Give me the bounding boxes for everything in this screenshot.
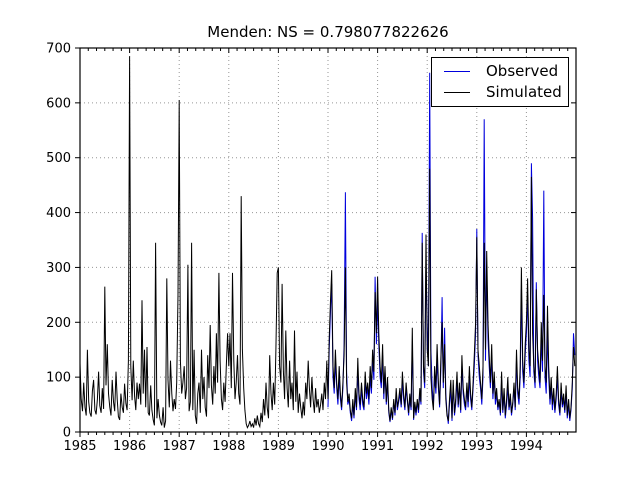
x-tick-label: 1987 (163, 439, 196, 454)
x-tick-label: 1991 (361, 439, 394, 454)
x-tick-label: 1993 (460, 439, 493, 454)
x-tick-label: 1988 (212, 439, 245, 454)
legend-label-simulated: Simulated (486, 83, 562, 101)
y-tick-label: 500 (46, 151, 71, 166)
simulated-line-sample-icon (444, 92, 470, 93)
simulated-line (79, 56, 576, 429)
x-tick-label: 1985 (63, 439, 96, 454)
legend-label-observed: Observed (486, 62, 559, 80)
legend: Observed Simulated (431, 57, 569, 107)
y-tick-label: 100 (46, 371, 71, 386)
x-tick-label: 1994 (510, 439, 543, 454)
observed-line (327, 72, 576, 424)
chart-title: Menden: NS = 0.798077822626 (207, 23, 449, 41)
y-tick-label: 600 (46, 96, 71, 111)
y-tick-label: 200 (46, 316, 71, 331)
y-tick-label: 0 (63, 426, 71, 441)
y-tick-label: 400 (46, 206, 71, 221)
legend-item-observed: Observed (444, 64, 564, 79)
x-tick-label: 1990 (311, 439, 344, 454)
x-tick-label: 1992 (411, 439, 444, 454)
legend-item-simulated: Simulated (444, 85, 564, 100)
x-tick-label: 1989 (262, 439, 295, 454)
x-tick-label: 1986 (113, 439, 146, 454)
y-tick-label: 700 (46, 42, 71, 57)
y-tick-label: 300 (46, 261, 71, 276)
observed-line-sample-icon (444, 71, 470, 72)
